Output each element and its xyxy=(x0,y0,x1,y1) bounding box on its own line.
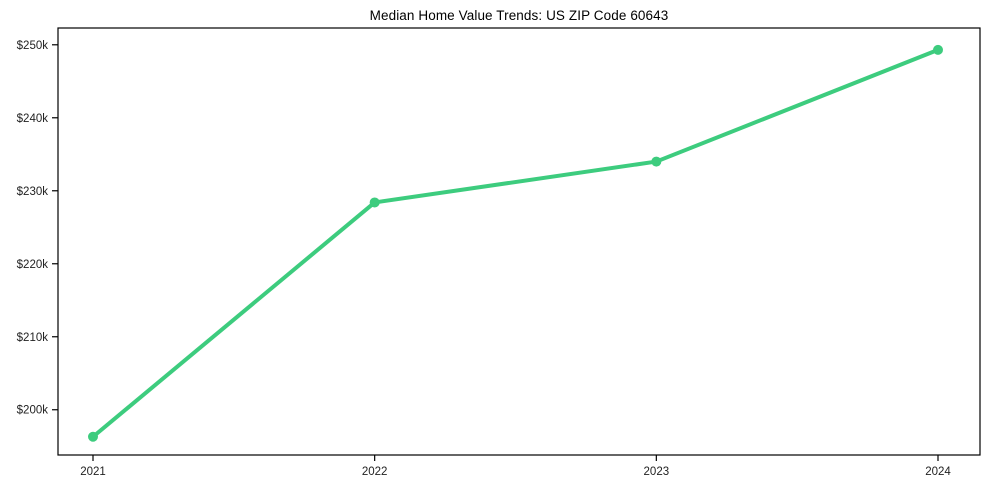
data-point-2024 xyxy=(933,44,943,55)
y-axis-tick-label: $240k xyxy=(17,113,49,125)
data-point-2022 xyxy=(369,197,380,208)
x-axis-tick-label: 2022 xyxy=(362,466,388,478)
data-point-2023 xyxy=(651,156,662,167)
x-axis-tick-label: 2021 xyxy=(80,466,106,478)
y-axis-tick-label: $230k xyxy=(17,186,49,198)
y-axis-tick-label: $200k xyxy=(17,405,49,417)
chart-title: Median Home Value Trends: US ZIP Code 60… xyxy=(369,8,669,23)
y-axis-tick-label: $220k xyxy=(17,259,49,271)
x-axis-tick-label: 2023 xyxy=(644,466,670,478)
data-point-2021 xyxy=(88,431,98,442)
median-home-value-line xyxy=(91,47,940,439)
y-axis-tick-label: $210k xyxy=(17,332,49,344)
x-axis-tick-label: 2024 xyxy=(925,466,951,478)
plot-frame xyxy=(57,27,981,456)
y-axis-tick-label: $250k xyxy=(17,40,49,52)
